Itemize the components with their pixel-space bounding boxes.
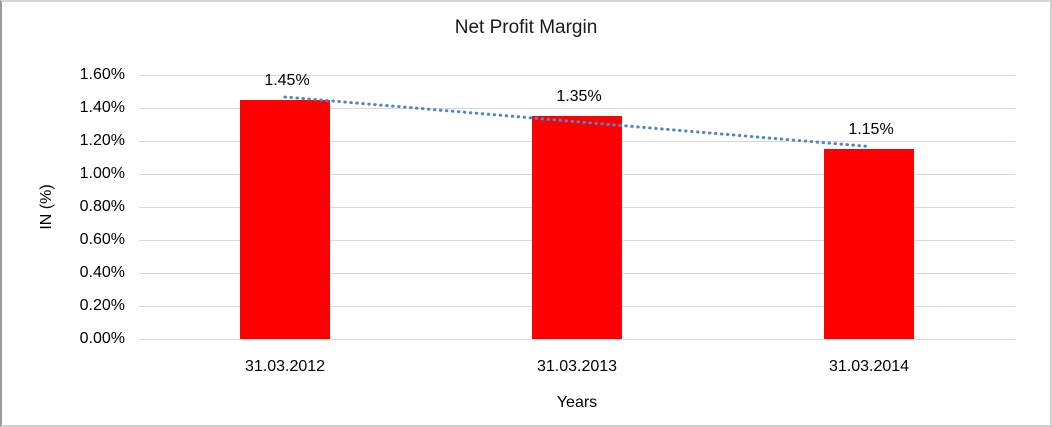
y-tick-label: 0.40%	[79, 264, 125, 281]
y-tick-label: 0.60%	[79, 231, 125, 248]
bar-31.03.2014	[824, 149, 914, 339]
y-tick-label: 1.00%	[79, 165, 125, 182]
y-tick-label: 0.00%	[79, 330, 125, 347]
y-tick-label: 1.40%	[79, 99, 125, 116]
gridline	[139, 75, 1015, 76]
bar-31.03.2012	[240, 99, 330, 339]
data-label: 1.35%	[556, 88, 602, 106]
chart-title: Net Profit Margin	[454, 17, 598, 38]
gridline	[139, 339, 1015, 340]
y-tick-label: 1.60%	[79, 66, 125, 83]
x-axis-title: Years	[556, 394, 598, 411]
data-label: 1.45%	[264, 71, 310, 89]
x-tick-label: 31.03.2014	[828, 358, 910, 375]
y-axis-title: IN (%)	[38, 184, 55, 230]
bar-31.03.2013	[532, 116, 622, 339]
y-tick-label: 0.80%	[79, 198, 125, 215]
y-tick-label: 0.20%	[79, 297, 125, 314]
y-tick-label: 1.20%	[79, 132, 125, 149]
x-tick-label: 31.03.2012	[244, 358, 326, 375]
data-label: 1.15%	[848, 121, 894, 139]
x-tick-label: 31.03.2013	[536, 358, 618, 375]
